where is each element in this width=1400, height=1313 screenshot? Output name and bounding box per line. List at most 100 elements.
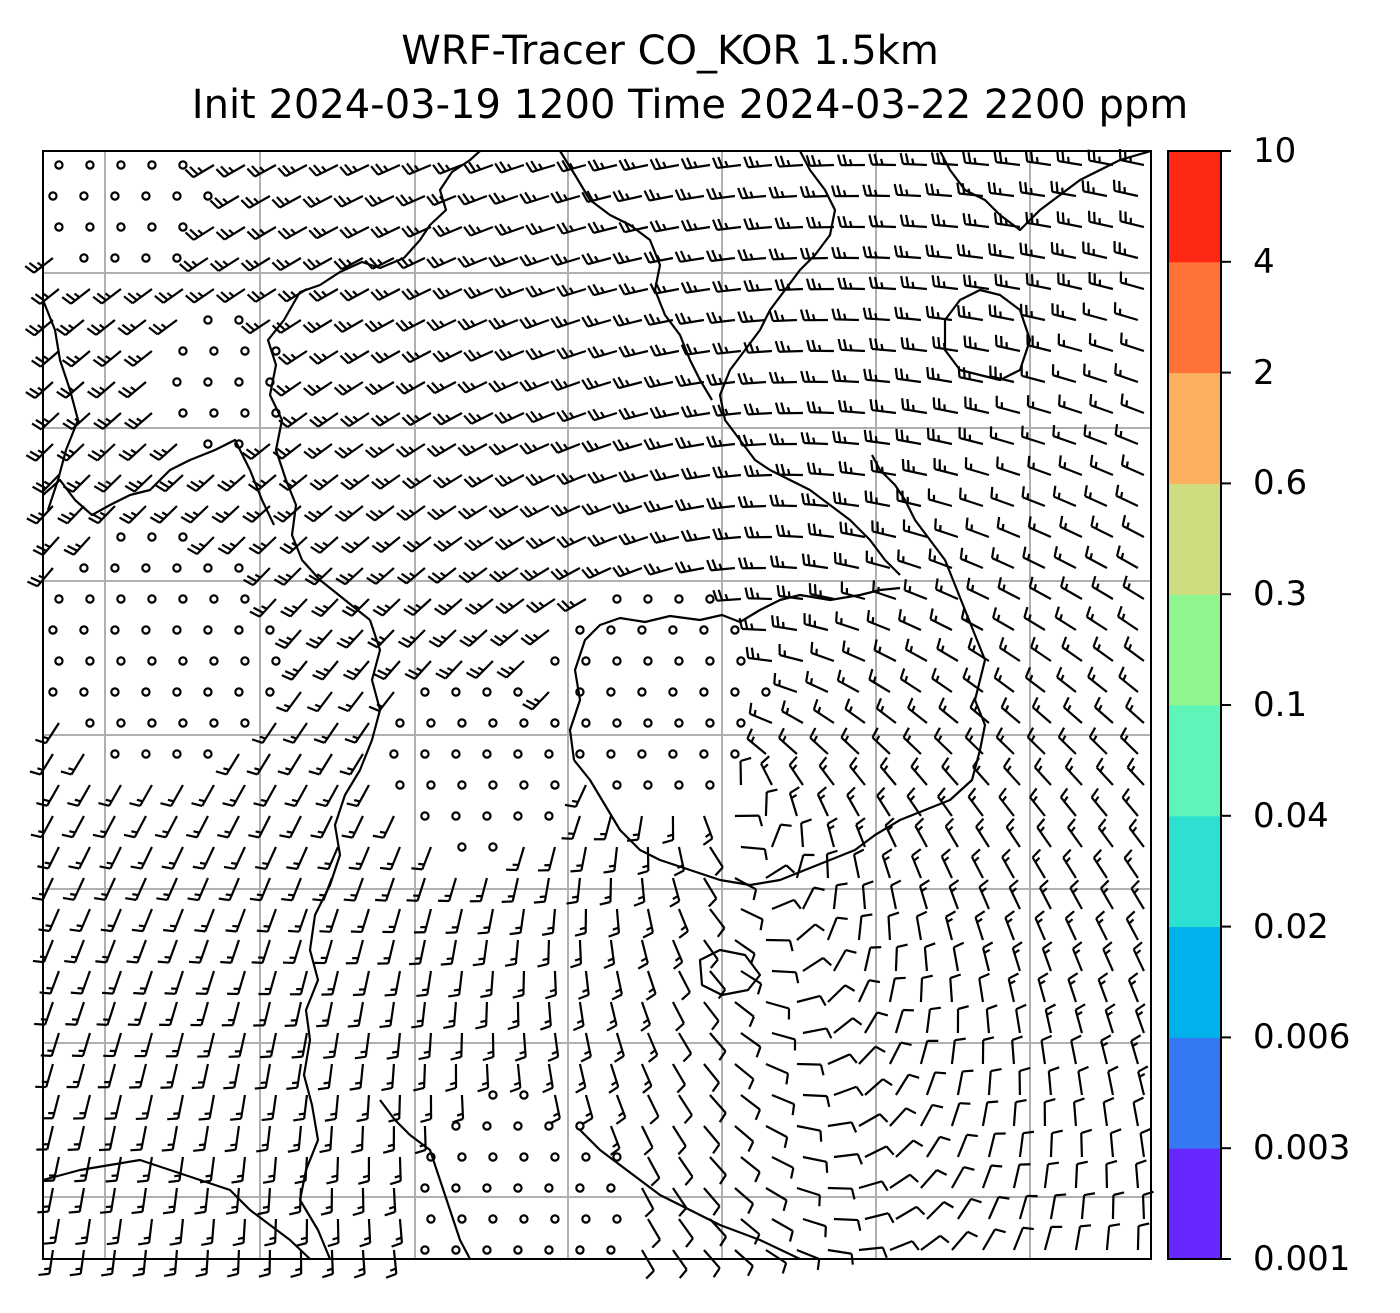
wind-barb bbox=[408, 939, 427, 966]
wind-barb bbox=[494, 411, 525, 424]
calm-wind-marker bbox=[172, 687, 182, 697]
wind-barb bbox=[743, 403, 773, 416]
coastline-jeju bbox=[698, 948, 762, 997]
wind-barb bbox=[195, 1249, 210, 1278]
wind-barb bbox=[101, 1249, 117, 1277]
wind-barb bbox=[164, 970, 184, 995]
wind-barb bbox=[981, 1228, 1006, 1251]
wind-barb bbox=[1085, 606, 1108, 631]
wind-barb bbox=[830, 185, 859, 198]
wind-barb bbox=[833, 1017, 863, 1034]
wind-barb bbox=[215, 753, 240, 776]
wind-barb bbox=[434, 598, 463, 616]
wind-barb bbox=[609, 1125, 621, 1156]
wind-barb bbox=[857, 979, 881, 1003]
wind-barb bbox=[887, 911, 900, 941]
calm-wind-marker bbox=[544, 1245, 554, 1255]
calm-wind-marker bbox=[79, 563, 89, 573]
wind-barb bbox=[894, 306, 922, 322]
wind-barb bbox=[1033, 757, 1052, 786]
wind-barb bbox=[1125, 910, 1139, 941]
wind-barb bbox=[997, 577, 1021, 600]
wind-barb bbox=[384, 1187, 397, 1217]
wind-barb bbox=[43, 1218, 61, 1245]
wind-barb bbox=[1128, 818, 1145, 848]
wind-barb bbox=[426, 256, 457, 269]
wind-barb bbox=[587, 221, 618, 234]
wind-barb bbox=[1024, 666, 1046, 693]
wind-barb bbox=[284, 784, 308, 808]
wind-barb bbox=[918, 879, 930, 910]
wind-barb bbox=[802, 957, 832, 972]
calm-wind-marker bbox=[141, 253, 151, 263]
wind-barb bbox=[802, 1217, 827, 1238]
wind-barb bbox=[100, 1187, 117, 1214]
wind-barb bbox=[680, 529, 711, 543]
wind-barb bbox=[703, 1063, 720, 1093]
wind-barb bbox=[211, 505, 240, 524]
wind-barb bbox=[445, 908, 464, 934]
wind-barb bbox=[375, 877, 395, 902]
calm-wind-marker bbox=[209, 408, 219, 418]
wind-barb bbox=[465, 660, 494, 680]
wind-barb bbox=[1114, 363, 1139, 384]
wind-barb bbox=[861, 880, 874, 910]
calm-wind-marker bbox=[519, 718, 529, 728]
wind-barb bbox=[217, 474, 246, 492]
calm-wind-marker bbox=[203, 563, 213, 573]
wind-barb bbox=[838, 461, 866, 477]
wind-barb bbox=[826, 817, 838, 848]
wind-barb bbox=[889, 1173, 919, 1189]
wind-barb bbox=[975, 817, 990, 848]
wind-barb bbox=[395, 443, 426, 458]
wind-barb bbox=[737, 248, 767, 262]
wind-barb bbox=[1031, 696, 1052, 724]
wind-barb bbox=[149, 443, 178, 461]
wind-barb bbox=[313, 722, 339, 744]
wind-barb bbox=[279, 536, 308, 555]
wind-barb bbox=[1134, 1159, 1147, 1189]
wind-barb bbox=[868, 215, 896, 229]
wind-barb bbox=[556, 535, 587, 549]
calm-wind-marker bbox=[581, 656, 591, 666]
wind-barb bbox=[57, 505, 85, 525]
wind-barb bbox=[1113, 302, 1139, 322]
wind-barb bbox=[899, 668, 922, 693]
wind-barb bbox=[662, 815, 675, 844]
calm-wind-marker bbox=[420, 811, 430, 821]
wind-barb bbox=[370, 288, 401, 301]
calm-wind-marker bbox=[141, 625, 151, 635]
wind-barb bbox=[148, 319, 178, 336]
wind-barb bbox=[808, 583, 835, 601]
calm-wind-marker bbox=[141, 687, 151, 697]
wind-barb bbox=[802, 1093, 831, 1108]
wind-barb bbox=[525, 410, 556, 424]
wind-barb bbox=[703, 939, 719, 969]
wind-barb bbox=[494, 474, 525, 488]
wind-barb bbox=[1083, 424, 1108, 446]
wind-barb bbox=[680, 281, 711, 294]
wind-barb bbox=[649, 344, 680, 357]
colorbar-label: 0.001 bbox=[1253, 1239, 1351, 1279]
coastline-south-east bbox=[579, 1129, 801, 1260]
wind-barb bbox=[277, 350, 308, 366]
wind-barb bbox=[1100, 1034, 1112, 1065]
wind-barb bbox=[32, 474, 60, 494]
wind-barb bbox=[550, 567, 581, 581]
wind-barb bbox=[402, 536, 432, 553]
wind-barb bbox=[218, 877, 240, 902]
coastline-yellow-sea-east bbox=[266, 256, 405, 621]
wind-barb bbox=[564, 784, 587, 808]
wind-barb bbox=[987, 1132, 1006, 1158]
calm-wind-marker bbox=[575, 1121, 585, 1131]
wind-barb bbox=[709, 1032, 727, 1061]
wind-barb bbox=[319, 908, 339, 933]
calm-wind-marker bbox=[48, 687, 58, 697]
wind-barb bbox=[186, 536, 215, 556]
wind-barb bbox=[550, 378, 581, 392]
calm-wind-marker bbox=[451, 1183, 461, 1193]
wind-barb bbox=[672, 1125, 687, 1156]
wind-barb bbox=[1064, 910, 1077, 941]
wind-barb bbox=[987, 243, 1015, 260]
calm-wind-marker bbox=[178, 160, 188, 170]
